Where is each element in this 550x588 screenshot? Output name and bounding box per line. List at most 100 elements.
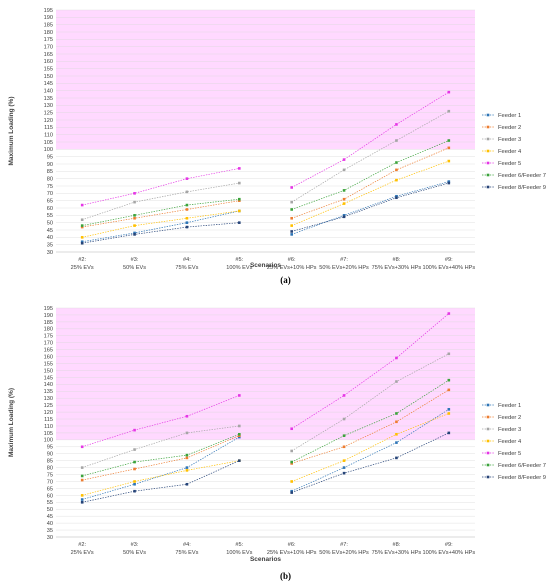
y-tick-label: 125 [44, 111, 53, 117]
legend-label: Feeder 1 [498, 113, 521, 119]
data-point [290, 233, 293, 236]
data-point [80, 241, 84, 245]
overload-band [56, 10, 475, 150]
x-tick-label: #5: [235, 542, 243, 548]
data-point [290, 208, 293, 211]
data-point [185, 208, 189, 211]
series-line [291, 413, 449, 482]
y-tick-label: 85 [47, 459, 53, 465]
y-tick-label: 70 [47, 479, 53, 485]
x-tick-label: 50% EVs [123, 550, 146, 556]
data-point [80, 501, 84, 504]
data-point [395, 123, 398, 126]
y-tick-label: 115 [44, 125, 53, 131]
data-point [80, 225, 84, 229]
y-tick-label: 160 [44, 354, 53, 360]
y-tick-label: 175 [44, 334, 53, 340]
y-tick-label: 170 [44, 45, 53, 51]
y-tick-label: 185 [44, 320, 53, 326]
y-tick-label: 165 [44, 348, 53, 354]
y-tick-label: 45 [47, 228, 53, 234]
data-point [185, 469, 189, 472]
y-tick-label: 115 [44, 417, 53, 423]
data-point [133, 489, 136, 493]
data-point [238, 435, 241, 439]
legend-swatch-marker [486, 427, 490, 431]
y-tick-label: 35 [47, 243, 53, 249]
series-line [291, 389, 449, 464]
series-line [291, 140, 449, 210]
series-line [82, 210, 240, 243]
legend-swatch-marker [486, 149, 490, 153]
legend-swatch-marker [486, 185, 490, 189]
series-line [82, 433, 240, 477]
legend-label: Feeder 8/Feeder 9 [498, 185, 546, 191]
data-point [133, 233, 136, 236]
data-point [342, 158, 346, 161]
x-tick-label: #9: [445, 542, 453, 548]
x-tick-label: 100% EVs [226, 265, 252, 271]
series-line [82, 198, 240, 226]
panel-label: (a) [280, 275, 291, 285]
y-tick-label: 140 [44, 382, 53, 388]
data-point [447, 408, 451, 411]
y-tick-label: 195 [44, 306, 53, 312]
x-tick-label: 25% EVs+10% HPs [267, 550, 317, 556]
data-point [342, 214, 346, 217]
x-tick-label: #4: [183, 257, 191, 263]
data-point [133, 467, 136, 471]
y-tick-label: 120 [44, 118, 53, 124]
y-tick-label: 195 [44, 8, 53, 14]
series-line [82, 222, 240, 244]
data-point [238, 181, 241, 185]
legend-label: Feeder 6/Feeder 7 [498, 173, 546, 179]
data-point [290, 230, 293, 233]
legend-label: Feeder 3 [498, 137, 521, 143]
series-line [82, 460, 240, 496]
legend-label: Feeder 4 [498, 149, 522, 155]
x-tick-label: 50% EVs+20% HPs [319, 550, 369, 556]
legend-swatch-marker [486, 113, 490, 117]
data-point [185, 453, 189, 457]
x-tick-label: #5: [235, 257, 243, 263]
data-point [395, 139, 398, 142]
series-line [291, 110, 449, 203]
data-point [342, 445, 346, 449]
data-point [447, 159, 451, 163]
data-point [133, 224, 136, 227]
data-point [447, 90, 451, 94]
x-tick-label: 75% EVs+30% HPs [372, 550, 422, 556]
data-point [395, 168, 398, 172]
data-point [447, 109, 451, 113]
data-point [80, 466, 84, 469]
y-tick-label: 90 [47, 452, 53, 458]
data-point [395, 196, 398, 200]
series-line [291, 91, 449, 188]
series-line [82, 168, 240, 206]
y-tick-label: 190 [44, 313, 53, 319]
legend-swatch-marker [486, 125, 490, 129]
x-tick-label: 25% EVs [71, 265, 94, 271]
y-tick-label: 70 [47, 191, 53, 197]
y-tick-label: 135 [44, 389, 53, 395]
data-point [395, 194, 398, 198]
data-point [447, 431, 451, 435]
x-axis-title: Scenarios [250, 556, 281, 563]
data-point [395, 412, 398, 415]
data-point [133, 460, 136, 464]
series-line [82, 182, 240, 221]
y-tick-label: 135 [44, 96, 53, 102]
data-point [342, 459, 346, 462]
x-tick-label: 25% EVs [71, 550, 94, 556]
series-line [291, 181, 449, 235]
x-tick-label: #9: [445, 257, 453, 263]
data-point [395, 356, 398, 360]
y-tick-label: 65 [47, 199, 53, 205]
data-point [185, 456, 189, 460]
data-point [238, 197, 241, 201]
y-axis-title: Maximum Loading (%) [8, 97, 15, 166]
y-tick-label: 40 [47, 235, 53, 241]
data-point [290, 427, 293, 431]
data-point [447, 180, 451, 183]
